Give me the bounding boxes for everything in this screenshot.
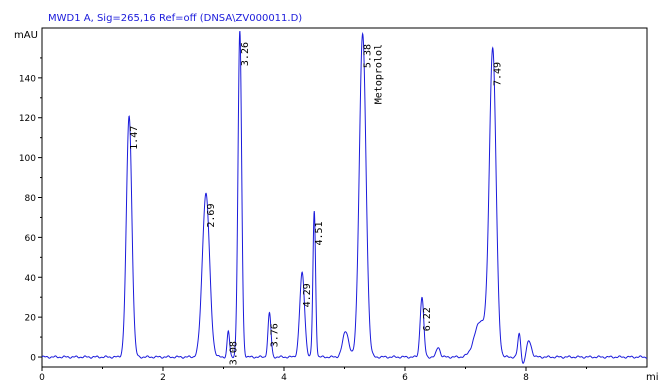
peak-label: 1.47 <box>129 126 140 150</box>
peak-labels: 1.47 2.69 3.08 3.26 3.76 4.29 4.51 5.38 Metoprol… <box>129 42 504 365</box>
peak-label: 4.29 <box>302 283 313 307</box>
y-tick-label: 20 <box>25 314 37 324</box>
peak-label: 2.69 <box>206 204 217 228</box>
x-tick-label: 6 <box>402 373 408 381</box>
y-axis-ticks: 0 20 40 60 80 100 120 140 <box>19 57 42 364</box>
signal-trace <box>41 30 648 364</box>
peak-label: 3.26 <box>240 42 251 66</box>
x-tick-label: 2 <box>160 373 166 381</box>
peak-label: 3.76 <box>269 323 280 347</box>
y-axis-label: mAU <box>14 30 38 41</box>
peak-label: 6.22 <box>422 307 433 331</box>
chart-title: MWD1 A, Sig=265,16 Ref=off (DNSA\ZV00001… <box>48 13 302 24</box>
y-tick-label: 140 <box>19 74 36 84</box>
y-tick-label: 0 <box>30 354 36 364</box>
x-tick-label: 0 <box>39 373 45 381</box>
x-axis-ticks: 0 2 4 6 8 <box>39 367 587 381</box>
peak-label: 4.51 <box>314 221 325 245</box>
y-tick-label: 60 <box>25 234 37 244</box>
x-axis-label: min <box>646 372 658 381</box>
x-tick-label: 4 <box>281 373 287 381</box>
y-tick-label: 100 <box>19 154 36 164</box>
peak-label: 5.38 <box>363 44 374 68</box>
y-tick-label: 40 <box>25 274 37 284</box>
compound-name-label: Metoprolol <box>374 44 385 104</box>
x-tick-label: 8 <box>523 373 529 381</box>
peak-label: 7.49 <box>493 62 504 86</box>
y-tick-label: 120 <box>19 114 36 124</box>
peak-label: 3.08 <box>228 341 239 365</box>
y-tick-label: 80 <box>25 194 37 204</box>
